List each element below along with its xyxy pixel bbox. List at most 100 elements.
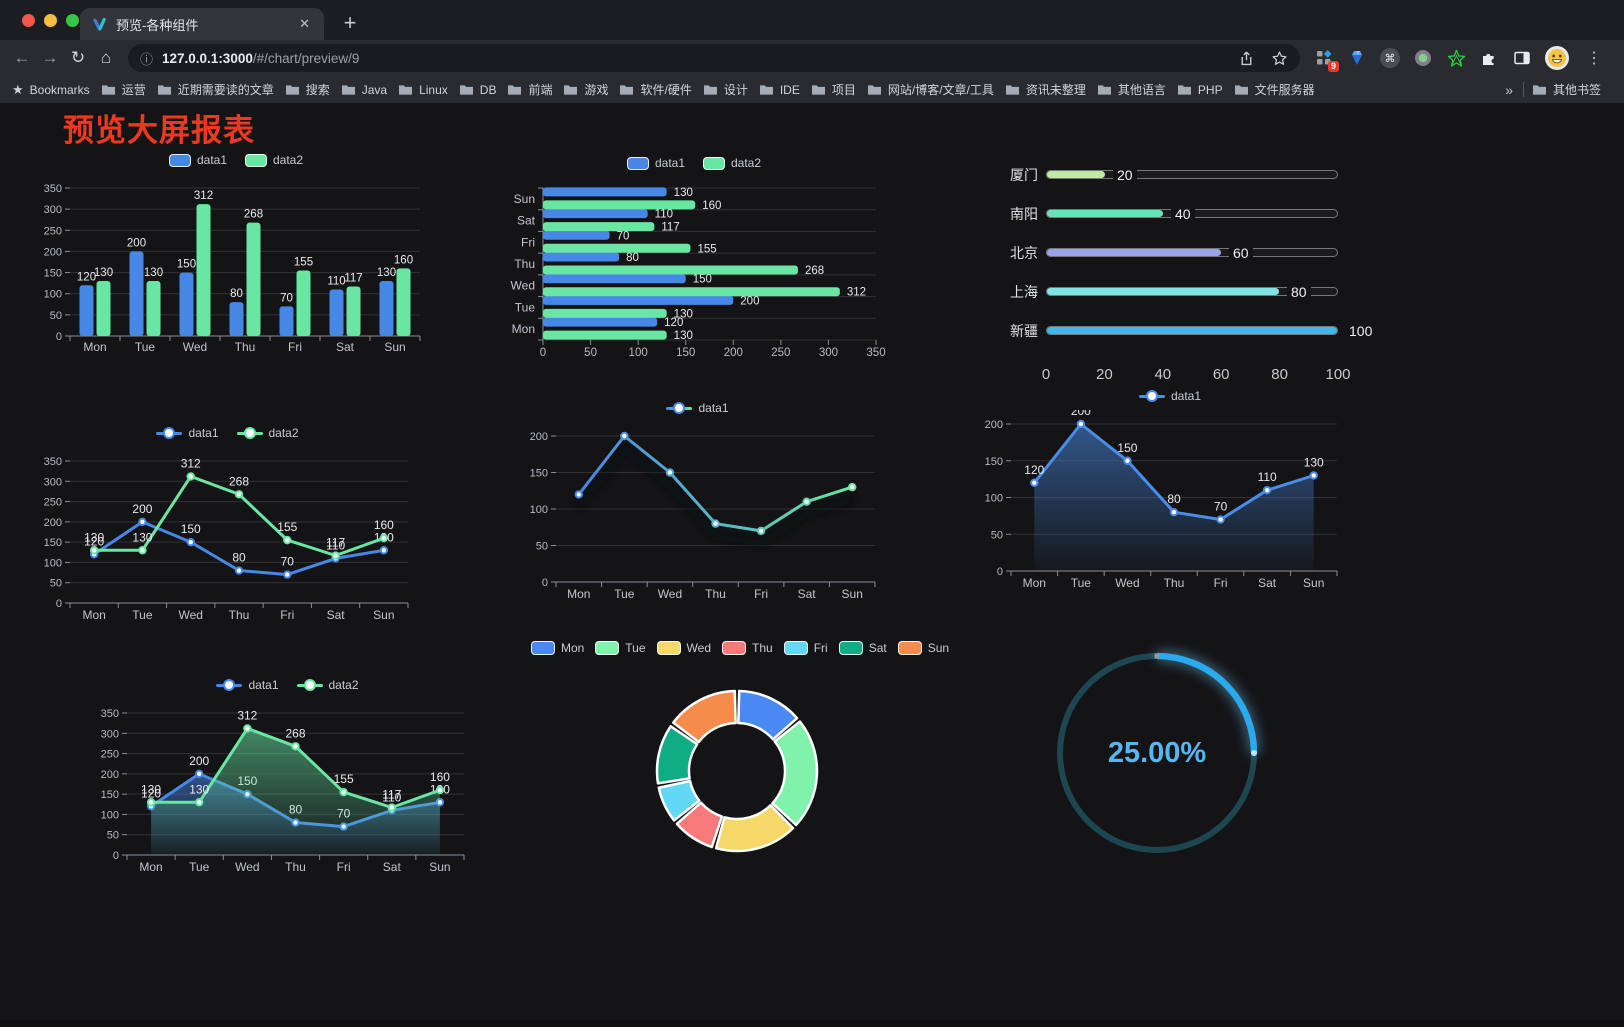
extension-command-icon[interactable]: ⌘	[1380, 48, 1400, 68]
bookmark-folder-item[interactable]: Java	[341, 83, 387, 97]
bookmarks-overflow-chevron[interactable]: »	[1505, 81, 1513, 98]
svg-text:130: 130	[189, 782, 209, 796]
bookmark-folder-item[interactable]: 软件/硬件	[619, 81, 692, 98]
legend-item[interactable]: data2	[245, 153, 303, 167]
legend-swatch	[666, 402, 693, 414]
line-gradient-canvas[interactable]: 0 50 100 150 200 Mon Tue Wed Thu Fri Sat Sun	[505, 422, 890, 608]
browser-menu-icon[interactable]: ⋮	[1586, 50, 1602, 67]
bookmark-label: 前端	[528, 83, 553, 97]
folder-icon	[285, 85, 299, 95]
svg-text:50: 50	[584, 347, 597, 359]
legend-item[interactable]: data1	[216, 678, 279, 692]
legend-label: data2	[731, 156, 762, 170]
other-bookmarks-folder[interactable]: 其他书签	[1532, 81, 1601, 98]
address-bar[interactable]: ⓘ 127.0.0.1:3000/#/chart/preview/9	[128, 44, 1300, 72]
legend-item[interactable]: Sat	[838, 641, 887, 655]
legend-item[interactable]: data1	[666, 401, 729, 415]
legend-item[interactable]: Thu	[722, 641, 773, 655]
bookmark-folder-item[interactable]: 游戏	[563, 81, 608, 98]
bookmark-folder-item[interactable]: Linux	[398, 83, 448, 97]
legend-item[interactable]: Mon	[530, 641, 584, 655]
progress-row[interactable]: 北京 60	[990, 233, 1338, 272]
share-icon[interactable]	[1238, 50, 1255, 67]
bookmarks-manager-item[interactable]: ★ Bookmarks	[12, 82, 90, 98]
bookmark-folder-item[interactable]: 设计	[703, 81, 748, 98]
legend-item[interactable]: data2	[703, 156, 761, 170]
svg-text:250: 250	[44, 497, 62, 509]
profile-avatar[interactable]	[1545, 46, 1569, 70]
svg-text:Thu: Thu	[1164, 576, 1185, 590]
gauge-canvas[interactable]	[1040, 636, 1274, 870]
side-panel-icon[interactable]	[1512, 48, 1532, 68]
bar-horizontal-legend: data1 data2	[498, 151, 890, 175]
svg-text:160: 160	[374, 518, 394, 532]
extension-star-icon[interactable]	[1446, 48, 1466, 68]
legend-swatch	[838, 641, 863, 655]
bookmark-label: 网站/博客/文章/工具	[887, 83, 994, 97]
legend-item[interactable]: Wed	[656, 641, 711, 655]
legend-swatch	[656, 641, 681, 655]
bookmark-folder-item[interactable]: PHP	[1177, 83, 1223, 97]
forward-button[interactable]: →	[41, 48, 59, 67]
reload-button[interactable]: ↻	[70, 48, 86, 67]
legend-item[interactable]: Sun	[897, 641, 949, 655]
back-button[interactable]: ←	[13, 48, 31, 67]
bookmark-folder-item[interactable]: 搜索	[285, 81, 330, 98]
area-single-canvas[interactable]: 0 50 100 150 200 Mon Tue Wed Thu Fri Sat Sun 120 200 1…	[980, 404, 1360, 596]
svg-text:268: 268	[229, 474, 249, 488]
zoom-window-button[interactable]	[66, 14, 79, 27]
bookmark-folder-item[interactable]: 运营	[101, 81, 146, 98]
bookmark-star-icon[interactable]	[1271, 50, 1288, 67]
progress-row[interactable]: 厦门 20	[990, 155, 1338, 194]
svg-text:150: 150	[181, 522, 201, 536]
extensions-row: 9 ⌘	[1314, 46, 1610, 72]
progress-track: 100	[1046, 321, 1377, 340]
legend-item[interactable]: Fri	[783, 641, 828, 655]
svg-text:120: 120	[77, 271, 96, 283]
svg-text:350: 350	[44, 183, 62, 195]
bookmark-folder-item[interactable]: 项目	[811, 81, 856, 98]
bar-horizontal-canvas[interactable]: Sun Sat Fri Thu Wed Tue Mon 0 50 100 150 200 250 300 3…	[498, 177, 890, 367]
folder-icon	[564, 85, 578, 95]
progress-row[interactable]: 南阳 40	[990, 194, 1338, 233]
bookmark-folder-item[interactable]: 网站/博客/文章/工具	[867, 81, 994, 98]
tab-close-icon[interactable]: ✕	[299, 16, 310, 31]
legend-label: data2	[273, 153, 304, 167]
site-info-icon[interactable]: ⓘ	[140, 51, 154, 67]
bookmark-folder-item[interactable]: 文件服务器	[1234, 81, 1315, 98]
svg-text:155: 155	[294, 256, 313, 268]
bar-grouped-canvas[interactable]: 0 50 100 150 200 250 300 350 Mon Tue Wed Thu Fri Sat S…	[40, 174, 432, 360]
browser-tab[interactable]: 预览-各种组件 ✕	[80, 8, 324, 40]
bookmark-folder-item[interactable]: 其他语言	[1097, 81, 1166, 98]
legend-item[interactable]: Tue	[595, 641, 646, 655]
home-button[interactable]: ⌂	[100, 48, 112, 67]
svg-text:200: 200	[127, 237, 146, 249]
extensions-puzzle-icon[interactable]	[1479, 48, 1499, 68]
progress-row[interactable]: 上海 80	[990, 272, 1338, 311]
legend-item[interactable]: data1	[168, 153, 227, 167]
progress-row[interactable]: 新疆 100	[990, 311, 1377, 350]
extension-record-icon[interactable]	[1413, 48, 1433, 68]
line-dual-canvas[interactable]: 0 50 100 150 200 250 300 350 Mon Tue Wed Thu Fri Sat S…	[40, 447, 415, 629]
new-tab-button[interactable]: +	[343, 10, 357, 35]
close-window-button[interactable]	[22, 14, 35, 27]
extension-gem-icon[interactable]	[1347, 48, 1367, 68]
bookmark-folder-item[interactable]: IDE	[759, 83, 800, 97]
bookmark-folder-item[interactable]: 近期需要读的文章	[157, 81, 274, 98]
progress-value: 60	[1229, 243, 1253, 262]
svg-text:350: 350	[101, 708, 119, 720]
legend-item[interactable]: data1	[626, 156, 685, 170]
legend-item[interactable]: data2	[236, 426, 299, 440]
line-area-dual-canvas[interactable]: 0 50 100 150 200 250 300 350 Mon Tue Wed Thu Fri Sat S…	[100, 699, 475, 881]
legend-item[interactable]: data1	[1138, 389, 1201, 403]
svg-text:200: 200	[1071, 410, 1091, 418]
legend-item[interactable]: data1	[156, 426, 219, 440]
bookmark-folder-item[interactable]: 资讯未整理	[1005, 81, 1086, 98]
extension-grid-icon[interactable]: 9	[1314, 48, 1339, 72]
legend-item[interactable]: data2	[296, 678, 359, 692]
progress-track: 40	[1046, 204, 1338, 223]
bookmark-folder-item[interactable]: 前端	[507, 81, 552, 98]
bookmark-folder-item[interactable]: DB	[459, 83, 496, 97]
donut-canvas[interactable]	[540, 662, 940, 862]
minimize-window-button[interactable]	[44, 14, 57, 27]
